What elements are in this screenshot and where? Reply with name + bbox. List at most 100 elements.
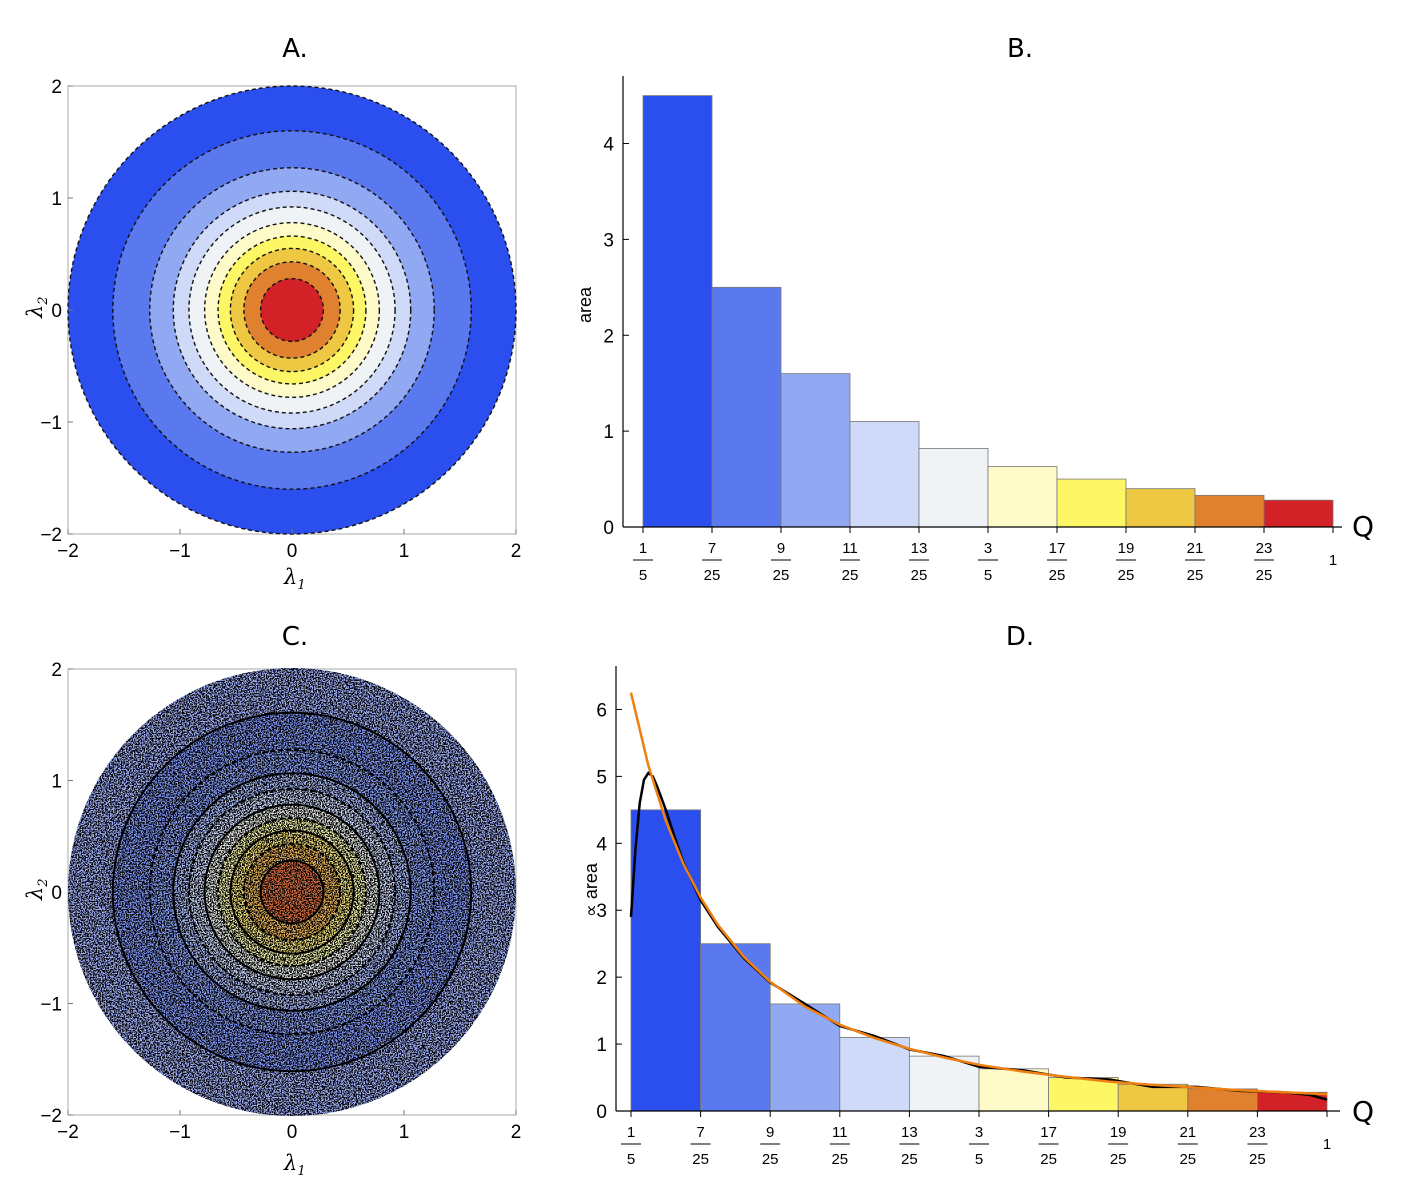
panel-d-ytick-label: 6 bbox=[596, 700, 607, 721]
svg-text:λ1: λ1 bbox=[283, 565, 306, 593]
panel-d-fit-curve bbox=[629, 692, 1328, 1096]
panel-b-ytick-label: 3 bbox=[603, 230, 614, 251]
panel-d-title: D. bbox=[1006, 622, 1034, 652]
panel-a-ytick-label: −1 bbox=[40, 413, 62, 434]
panel-b-xlabel: Q bbox=[1352, 510, 1374, 543]
svg-text:λ1: λ1 bbox=[283, 1151, 306, 1179]
panel-d-ytick-label: 3 bbox=[596, 901, 607, 922]
panel-c-contour-line bbox=[217, 817, 367, 967]
panel-c-contour-line bbox=[259, 859, 325, 925]
panel-b-xtick-denominator: 25 bbox=[1049, 567, 1066, 584]
panel-a-xtick-label: 2 bbox=[511, 541, 522, 562]
panel-b-xtick-numerator: 17 bbox=[1049, 540, 1066, 557]
panel-d-xtick-label: 13 25 bbox=[899, 1124, 920, 1168]
panel-b-xtick-label: 13 25 bbox=[909, 540, 929, 584]
panel-a-ytick-label: 0 bbox=[51, 301, 62, 322]
panel-d-xtick-numerator: 13 bbox=[901, 1124, 918, 1141]
panel-d-ytick-label: 0 bbox=[596, 1102, 607, 1123]
panel-d-xtick-numerator: 11 bbox=[832, 1124, 848, 1141]
panel-d-bar-9 bbox=[1257, 1091, 1328, 1112]
panel-b-xtick-denominator: 25 bbox=[704, 567, 721, 584]
panel-b-xtick-denominator: 25 bbox=[1256, 567, 1273, 584]
panel-b-xtick-numerator: 3 bbox=[984, 540, 992, 557]
panel-a-ytick-label: −2 bbox=[40, 525, 62, 546]
panel-b-xtick-numerator: 1 bbox=[1329, 552, 1337, 569]
panel-b-bar-6 bbox=[1056, 478, 1127, 528]
panel-c-ylabel: λ2 bbox=[23, 878, 51, 901]
panel-b-ytick-label: 1 bbox=[603, 422, 614, 443]
panel-b-xtick-label: 7 25 bbox=[702, 540, 722, 584]
panel-c-title: C. bbox=[282, 622, 308, 652]
panel-d-xtick-numerator: 9 bbox=[766, 1124, 774, 1141]
panel-d-xtick-denominator: 25 bbox=[831, 1151, 848, 1168]
panel-b-xtick-label: 11 25 bbox=[840, 540, 860, 584]
panel-a-xtick-label: −1 bbox=[169, 541, 191, 562]
panel-d-xtick-denominator: 25 bbox=[692, 1151, 709, 1168]
panel-b-xtick-label: 1 bbox=[1329, 552, 1337, 569]
panel-d-xtick-denominator: 5 bbox=[975, 1151, 983, 1168]
panel-d-bar-1 bbox=[700, 943, 771, 1112]
panel-c-contour-line bbox=[242, 842, 342, 942]
panel-d-ytick-label: 1 bbox=[596, 1035, 607, 1056]
panel-d-xtick-label: 35 bbox=[969, 1124, 989, 1168]
svg-text:λ2: λ2 bbox=[23, 878, 51, 901]
panel-a-xlabel: λ1 bbox=[283, 565, 306, 593]
panel-b-bar-5 bbox=[987, 466, 1058, 528]
panel-c-ticks: −2 −1 0 1 2 −2 −1 0 1 2 bbox=[40, 660, 521, 1143]
panel-b-xtick-label: 35 bbox=[978, 540, 998, 584]
panel-b-ytick-label: 0 bbox=[603, 518, 614, 539]
panel-d-xtick-numerator: 1 bbox=[1323, 1136, 1331, 1153]
panel-c-contours bbox=[111, 711, 473, 1073]
panel-b-xtick-denominator: 25 bbox=[1118, 567, 1135, 584]
panel-a-ring-9 bbox=[259, 277, 325, 343]
panel-b-xtick-denominator: 25 bbox=[911, 567, 928, 584]
panel-d-xlabel: Q bbox=[1352, 1095, 1374, 1128]
panel-b-bar-7 bbox=[1125, 488, 1196, 528]
panel-d-xtick-label: 7 25 bbox=[690, 1124, 711, 1168]
panel-b-xtick-numerator: 13 bbox=[911, 540, 928, 557]
panel-d-bar-5 bbox=[978, 1068, 1049, 1112]
panel-a-ylabel-sub: 2 bbox=[36, 296, 51, 305]
panel-a-xlabel-main: λ bbox=[283, 565, 297, 589]
panel-b-xtick-label: 23 25 bbox=[1254, 540, 1274, 584]
panel-c-xtick-label: −1 bbox=[169, 1122, 191, 1143]
panel-d-xtick-denominator: 5 bbox=[627, 1151, 635, 1168]
panel-c-xlabel: λ1 bbox=[283, 1151, 306, 1179]
panel-d-xtick-denominator: 25 bbox=[1249, 1151, 1266, 1168]
panel-a-ticks: −2 −1 0 1 2 −2 −1 0 1 2 bbox=[40, 77, 521, 562]
panel-b-xtick-denominator: 5 bbox=[984, 567, 992, 584]
panel-a-ytick-label: 2 bbox=[51, 77, 62, 98]
panel-c-ytick-label: −1 bbox=[40, 995, 62, 1016]
panel-b-xtick-numerator: 19 bbox=[1118, 540, 1135, 557]
panel-b-bar-9 bbox=[1263, 499, 1334, 528]
panel-c-contour-line bbox=[203, 803, 381, 981]
panel-c-contour-line bbox=[229, 829, 355, 955]
panel-c-ytick-label: 0 bbox=[51, 883, 62, 904]
panel-d-xtick-denominator: 25 bbox=[1040, 1151, 1057, 1168]
panel-c-contour-line bbox=[172, 772, 412, 1012]
panel-b-xtick-numerator: 21 bbox=[1187, 540, 1204, 557]
panel-b-xtick-numerator: 23 bbox=[1256, 540, 1273, 557]
panel-c-contour-line bbox=[111, 711, 473, 1073]
panel-c-ytick-label: 1 bbox=[51, 772, 62, 793]
panel-d-axes: 0123456157259251125132535172519252125232… bbox=[596, 666, 1340, 1168]
panel-b-xtick-label: 21 25 bbox=[1185, 540, 1205, 584]
panel-c-xtick-label: 0 bbox=[287, 1122, 298, 1143]
panel-c-ytick-label: −2 bbox=[40, 1106, 62, 1127]
panel-d-xtick-numerator: 17 bbox=[1040, 1124, 1057, 1141]
svg-text:λ2: λ2 bbox=[23, 296, 51, 319]
panel-d-bar-3 bbox=[839, 1036, 910, 1112]
panel-d-xtick-label: 1 bbox=[1323, 1136, 1331, 1153]
panel-a-xlabel-sub: 1 bbox=[297, 578, 305, 593]
panel-b-bar-4 bbox=[918, 447, 989, 528]
panel-a-rings bbox=[67, 85, 517, 535]
panel-d-ytick-label: 5 bbox=[596, 767, 607, 788]
panel-c-xtick-label: 2 bbox=[511, 1122, 522, 1143]
panel-b-xtick-denominator: 25 bbox=[773, 567, 790, 584]
